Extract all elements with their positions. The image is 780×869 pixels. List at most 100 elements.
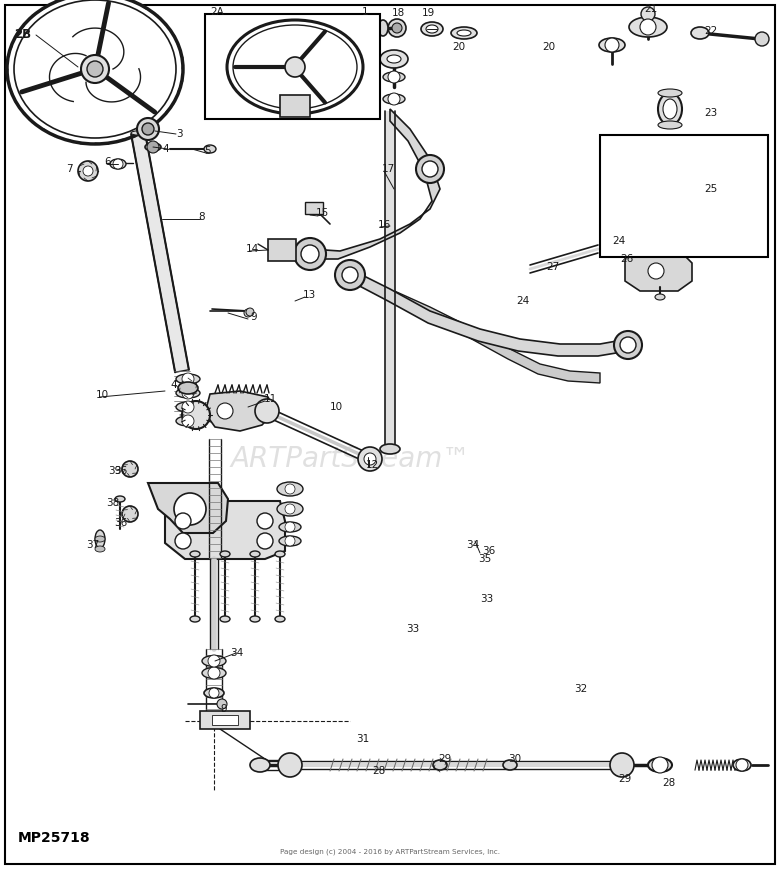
Ellipse shape xyxy=(629,17,667,37)
Circle shape xyxy=(388,71,400,83)
Circle shape xyxy=(416,155,444,183)
Text: 2A: 2A xyxy=(210,7,224,17)
Circle shape xyxy=(78,161,98,181)
Ellipse shape xyxy=(176,402,200,412)
Circle shape xyxy=(175,513,191,529)
Text: 33: 33 xyxy=(406,624,420,634)
Ellipse shape xyxy=(629,225,641,233)
Text: 1: 1 xyxy=(362,7,369,17)
Ellipse shape xyxy=(655,179,677,239)
Polygon shape xyxy=(205,391,275,431)
Circle shape xyxy=(388,93,400,105)
Text: 28: 28 xyxy=(372,766,385,776)
Text: 21: 21 xyxy=(644,4,658,14)
Ellipse shape xyxy=(204,688,224,698)
Circle shape xyxy=(392,23,402,33)
Circle shape xyxy=(217,699,227,709)
Ellipse shape xyxy=(176,374,200,384)
Text: 25: 25 xyxy=(704,184,718,194)
Circle shape xyxy=(335,260,365,290)
Text: 34: 34 xyxy=(230,648,243,658)
Circle shape xyxy=(182,415,194,427)
Ellipse shape xyxy=(380,444,400,454)
Ellipse shape xyxy=(755,32,769,46)
Ellipse shape xyxy=(383,72,405,82)
Text: 6: 6 xyxy=(104,157,111,167)
Ellipse shape xyxy=(277,482,303,496)
Circle shape xyxy=(620,337,636,353)
Ellipse shape xyxy=(220,551,230,557)
Polygon shape xyxy=(350,269,628,356)
Ellipse shape xyxy=(378,20,388,36)
Polygon shape xyxy=(390,289,600,383)
Bar xyxy=(268,239,296,261)
Ellipse shape xyxy=(451,27,477,39)
Ellipse shape xyxy=(95,530,105,548)
Polygon shape xyxy=(148,483,228,533)
Circle shape xyxy=(147,141,159,153)
Ellipse shape xyxy=(433,760,447,770)
Text: 16: 16 xyxy=(378,220,392,230)
Text: 29: 29 xyxy=(438,754,452,764)
Circle shape xyxy=(257,513,273,529)
Circle shape xyxy=(87,61,103,77)
Ellipse shape xyxy=(220,616,230,622)
Ellipse shape xyxy=(7,0,183,144)
Circle shape xyxy=(605,38,619,52)
Circle shape xyxy=(716,204,726,214)
Ellipse shape xyxy=(648,758,672,772)
Text: 10: 10 xyxy=(96,390,109,400)
Ellipse shape xyxy=(387,55,401,63)
Polygon shape xyxy=(131,132,189,372)
Circle shape xyxy=(175,533,191,549)
Text: 15: 15 xyxy=(316,208,329,218)
Ellipse shape xyxy=(250,551,260,557)
Text: 24: 24 xyxy=(516,296,530,306)
Ellipse shape xyxy=(733,759,751,771)
Circle shape xyxy=(388,19,406,37)
Circle shape xyxy=(208,667,220,679)
Circle shape xyxy=(208,655,220,667)
Ellipse shape xyxy=(275,551,285,557)
Ellipse shape xyxy=(658,121,682,129)
Circle shape xyxy=(81,55,109,83)
Ellipse shape xyxy=(658,93,682,125)
Bar xyxy=(600,135,768,257)
Ellipse shape xyxy=(176,388,200,398)
Text: 30: 30 xyxy=(508,754,521,764)
Ellipse shape xyxy=(663,99,677,119)
Ellipse shape xyxy=(250,616,260,622)
Text: 36: 36 xyxy=(482,546,495,556)
Circle shape xyxy=(648,263,664,279)
Ellipse shape xyxy=(503,760,517,770)
Ellipse shape xyxy=(110,159,126,169)
Ellipse shape xyxy=(190,551,200,557)
Text: 13: 13 xyxy=(303,290,316,300)
Ellipse shape xyxy=(115,496,125,502)
Circle shape xyxy=(712,200,730,218)
Circle shape xyxy=(83,166,93,176)
Bar xyxy=(200,711,250,729)
Text: 39: 39 xyxy=(108,466,121,476)
Circle shape xyxy=(182,387,194,399)
Ellipse shape xyxy=(279,522,301,532)
Ellipse shape xyxy=(655,179,677,187)
Circle shape xyxy=(137,118,159,140)
Circle shape xyxy=(364,453,376,465)
Text: 23: 23 xyxy=(704,108,718,118)
Text: 32: 32 xyxy=(574,684,587,694)
Text: 33: 33 xyxy=(480,594,493,604)
Circle shape xyxy=(285,504,295,514)
Circle shape xyxy=(182,373,194,385)
Circle shape xyxy=(285,484,295,494)
Ellipse shape xyxy=(176,416,200,426)
Text: 37: 37 xyxy=(86,540,99,550)
Circle shape xyxy=(422,161,438,177)
Ellipse shape xyxy=(421,22,443,36)
Circle shape xyxy=(640,19,656,35)
Circle shape xyxy=(122,461,138,477)
Text: 9: 9 xyxy=(250,312,257,322)
Ellipse shape xyxy=(190,616,200,622)
Ellipse shape xyxy=(658,89,682,97)
Ellipse shape xyxy=(279,536,301,546)
